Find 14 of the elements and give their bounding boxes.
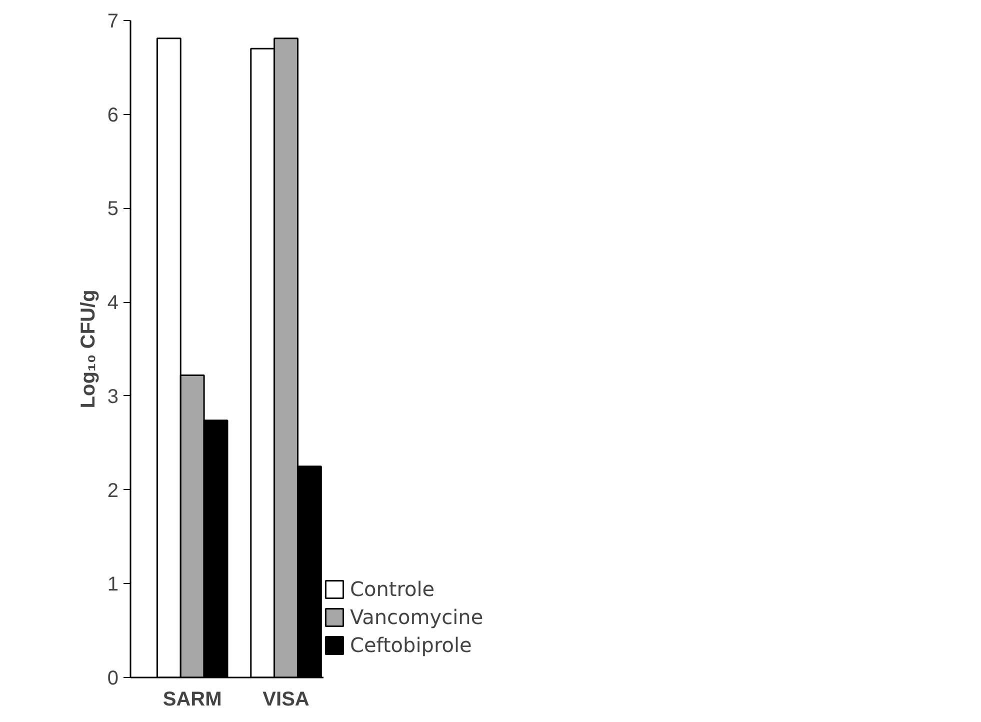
y-axis-title: Log₁₀ CFU/g [77,290,100,408]
y-tick-label: 1 [107,574,118,596]
y-tick-label: 0 [107,668,118,690]
y-tick-label: 4 [107,292,118,314]
legend-label: Vancomycine [350,605,484,629]
y-tick-label: 6 [107,104,118,126]
legend-label: Ceftobiprole [350,633,472,657]
y-tick-label: 3 [107,386,118,408]
y-tick-label: 7 [107,10,118,32]
x-tick-label: VISA [262,688,310,710]
x-tick-label: SARM [162,688,222,710]
legend-label: Controle [350,577,435,601]
y-tick-label: 2 [107,480,118,502]
y-tick-label: 5 [107,198,118,220]
